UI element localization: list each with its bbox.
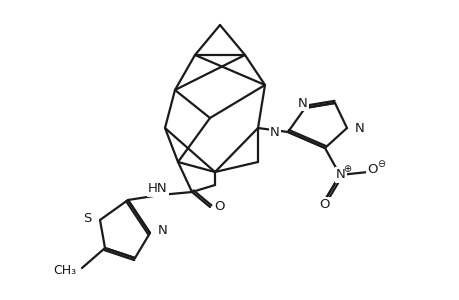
Text: O: O [319, 199, 330, 212]
Text: N: N [297, 97, 307, 110]
Text: ⊖: ⊖ [376, 159, 384, 169]
Text: HN: HN [148, 182, 168, 196]
Text: N: N [157, 224, 168, 238]
Text: ⊕: ⊕ [342, 164, 350, 174]
Text: S: S [84, 212, 92, 224]
Text: O: O [367, 163, 377, 176]
Text: N: N [336, 169, 345, 182]
Text: N: N [270, 125, 280, 139]
Text: CH₃: CH₃ [53, 263, 76, 277]
Text: O: O [213, 200, 224, 214]
Text: N: N [354, 122, 364, 134]
